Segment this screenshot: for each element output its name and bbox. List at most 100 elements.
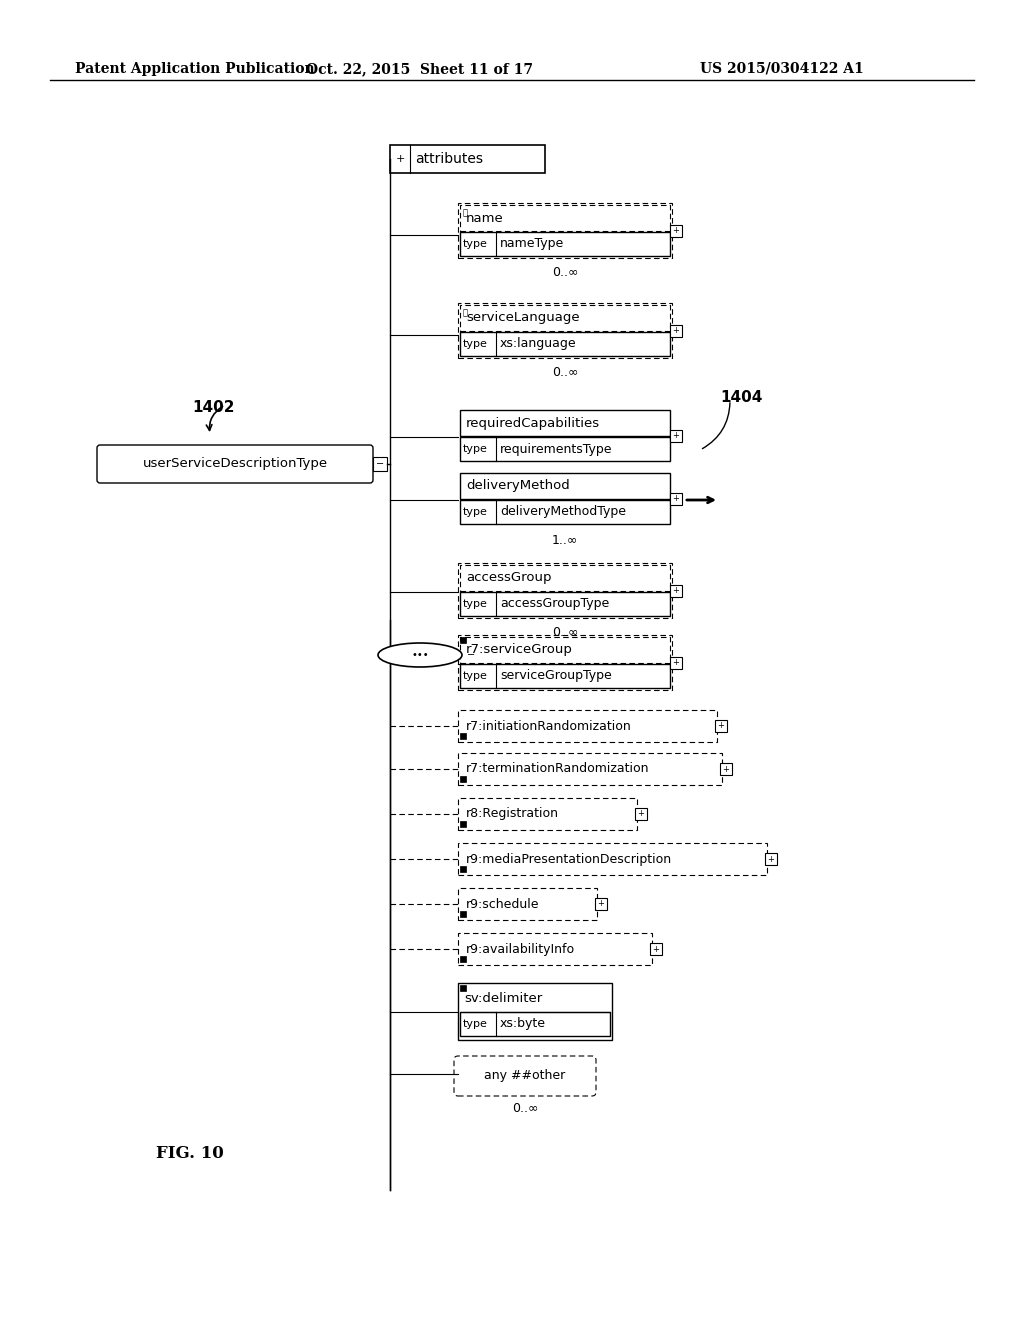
Text: +: + bbox=[598, 899, 604, 908]
Bar bbox=[458, 203, 672, 257]
Text: r8:Registration: r8:Registration bbox=[466, 808, 559, 821]
Bar bbox=[460, 985, 466, 991]
Text: ˸: ˸ bbox=[463, 209, 468, 216]
Text: type: type bbox=[463, 671, 487, 681]
Text: userServiceDescriptionType: userServiceDescriptionType bbox=[142, 458, 328, 470]
Text: 0..∞: 0..∞ bbox=[552, 366, 579, 379]
Bar bbox=[460, 305, 670, 331]
Bar bbox=[765, 853, 777, 865]
Text: xs:language: xs:language bbox=[500, 338, 577, 351]
Text: type: type bbox=[463, 239, 487, 249]
Text: serviceLanguage: serviceLanguage bbox=[466, 312, 580, 325]
Bar bbox=[458, 752, 722, 785]
Bar bbox=[670, 656, 682, 668]
Text: deliveryMethod: deliveryMethod bbox=[466, 479, 569, 492]
Text: serviceGroupType: serviceGroupType bbox=[500, 669, 611, 682]
Text: r7:serviceGroup: r7:serviceGroup bbox=[466, 644, 572, 656]
Text: name: name bbox=[466, 211, 504, 224]
Text: type: type bbox=[463, 339, 487, 348]
Bar bbox=[460, 333, 670, 356]
Text: 0..∞: 0..∞ bbox=[552, 265, 579, 279]
Bar bbox=[670, 429, 682, 441]
Bar bbox=[460, 500, 670, 524]
Bar bbox=[373, 457, 387, 471]
Bar bbox=[460, 232, 670, 256]
Bar bbox=[460, 821, 466, 828]
Bar bbox=[460, 956, 466, 962]
Bar bbox=[460, 638, 466, 643]
Bar bbox=[460, 776, 466, 781]
Text: FIG. 10: FIG. 10 bbox=[156, 1144, 224, 1162]
Bar bbox=[458, 799, 637, 830]
Text: r9:schedule: r9:schedule bbox=[466, 898, 540, 911]
Text: type: type bbox=[463, 444, 487, 454]
Text: −: − bbox=[376, 459, 384, 469]
Text: +: + bbox=[652, 945, 659, 953]
Text: requiredCapabilities: requiredCapabilities bbox=[466, 417, 600, 429]
Text: 0..∞: 0..∞ bbox=[512, 1101, 539, 1114]
Text: r9:availabilityInfo: r9:availabilityInfo bbox=[466, 942, 575, 956]
Bar bbox=[390, 145, 545, 173]
Bar bbox=[460, 866, 466, 873]
Bar bbox=[458, 888, 597, 920]
Text: +: + bbox=[673, 226, 680, 235]
Text: nameType: nameType bbox=[500, 238, 564, 251]
Text: +: + bbox=[718, 722, 724, 730]
Text: accessGroupType: accessGroupType bbox=[500, 598, 609, 610]
Bar bbox=[460, 911, 466, 917]
Bar bbox=[458, 304, 672, 358]
Text: r7:terminationRandomization: r7:terminationRandomization bbox=[466, 763, 649, 776]
Text: +: + bbox=[673, 326, 680, 335]
Bar bbox=[460, 411, 670, 436]
Text: sv:delimiter: sv:delimiter bbox=[464, 991, 543, 1005]
Text: +: + bbox=[673, 657, 680, 667]
Bar bbox=[635, 808, 647, 820]
Bar bbox=[458, 983, 612, 1040]
Bar bbox=[460, 1012, 610, 1036]
Bar bbox=[670, 325, 682, 337]
Text: type: type bbox=[463, 599, 487, 609]
Text: +: + bbox=[638, 809, 644, 818]
Text: type: type bbox=[463, 507, 487, 517]
Bar bbox=[460, 591, 670, 616]
Text: requirementsType: requirementsType bbox=[500, 442, 612, 455]
Bar bbox=[460, 664, 670, 688]
Bar bbox=[458, 933, 652, 965]
Text: −: − bbox=[467, 649, 475, 660]
Bar bbox=[464, 648, 478, 663]
Text: 1402: 1402 bbox=[193, 400, 234, 414]
Text: xs:byte: xs:byte bbox=[500, 1018, 546, 1031]
Bar bbox=[458, 635, 672, 690]
Text: +: + bbox=[673, 432, 680, 440]
Bar bbox=[595, 898, 607, 909]
FancyBboxPatch shape bbox=[454, 1056, 596, 1096]
Text: attributes: attributes bbox=[415, 152, 483, 166]
Text: type: type bbox=[463, 1019, 487, 1030]
Text: Patent Application Publication: Patent Application Publication bbox=[75, 62, 314, 77]
Bar bbox=[670, 585, 682, 597]
Text: 1..∞: 1..∞ bbox=[552, 533, 579, 546]
FancyBboxPatch shape bbox=[97, 445, 373, 483]
Bar bbox=[715, 719, 727, 733]
Bar bbox=[460, 985, 610, 1011]
Text: r7:initiationRandomization: r7:initiationRandomization bbox=[466, 719, 632, 733]
Bar bbox=[458, 710, 717, 742]
Text: +: + bbox=[673, 494, 680, 503]
Bar bbox=[460, 638, 670, 663]
Bar bbox=[460, 565, 670, 591]
Text: accessGroup: accessGroup bbox=[466, 572, 552, 585]
Bar bbox=[458, 843, 767, 875]
Text: r9:mediaPresentationDescription: r9:mediaPresentationDescription bbox=[466, 853, 672, 866]
Text: •••: ••• bbox=[412, 649, 429, 660]
Bar bbox=[460, 437, 670, 461]
Bar bbox=[458, 564, 672, 618]
Text: +: + bbox=[723, 764, 729, 774]
Text: 0..∞: 0..∞ bbox=[552, 626, 579, 639]
Text: Oct. 22, 2015  Sheet 11 of 17: Oct. 22, 2015 Sheet 11 of 17 bbox=[306, 62, 534, 77]
Bar bbox=[670, 492, 682, 504]
Text: 1404: 1404 bbox=[720, 389, 763, 405]
Ellipse shape bbox=[378, 643, 462, 667]
Text: +: + bbox=[395, 154, 404, 164]
Bar bbox=[460, 473, 670, 499]
Text: any ##other: any ##other bbox=[484, 1069, 565, 1082]
